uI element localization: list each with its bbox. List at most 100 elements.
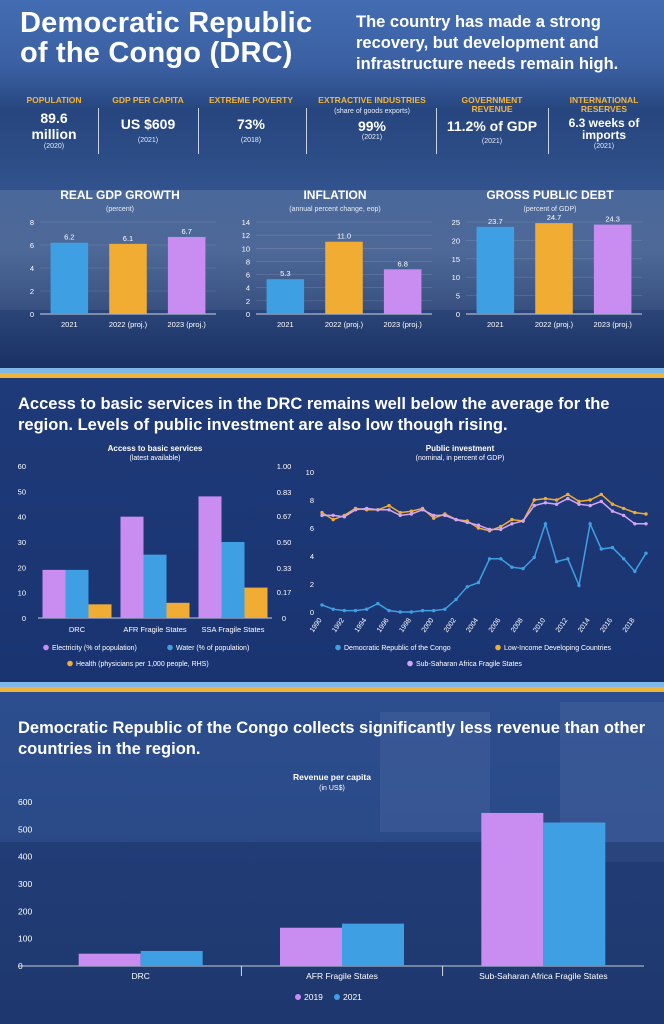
data-point bbox=[331, 517, 335, 522]
legend-marker bbox=[167, 644, 173, 651]
y-tick-label: 6 bbox=[246, 271, 250, 280]
bar-2019 bbox=[481, 812, 544, 966]
services-section bbox=[0, 378, 664, 682]
data-point bbox=[510, 565, 514, 569]
x-tick-label: Sub-Saharan Africa Fragile States bbox=[479, 971, 608, 981]
stat-international-reserves: INTERNATIONAL RESERVES 6.3 weeks of impo… bbox=[552, 96, 656, 164]
x-tick-label: 1990 bbox=[309, 617, 324, 634]
data-point bbox=[409, 610, 414, 614]
section-divider-gold bbox=[0, 373, 664, 378]
y-tick-label: 0 bbox=[310, 608, 314, 617]
stat-label: POPULATION bbox=[26, 95, 82, 105]
revenue-section bbox=[0, 692, 664, 1024]
data-point bbox=[454, 597, 458, 602]
x-tick-label: AFR Fragile States bbox=[306, 971, 378, 981]
x-tick-label: 2016 bbox=[599, 617, 614, 634]
stat-value: 11.2% of GDP bbox=[446, 118, 538, 134]
legend-marker bbox=[335, 644, 341, 651]
data-point bbox=[532, 498, 536, 502]
data-point bbox=[420, 508, 425, 512]
investment-chart-title: Public investment bbox=[425, 444, 495, 453]
y-tick-label: 25 bbox=[452, 218, 460, 227]
stat-extractive-industries: EXTRACTIVE INDUSTRIES (share of goods ex… bbox=[312, 96, 432, 164]
y-tick-label: 8 bbox=[310, 496, 314, 505]
x-tick-label: DRC bbox=[131, 971, 149, 981]
bar-electricity bbox=[198, 496, 222, 618]
inflation-chart: 0 2 4 6 8 10 12 14 5.3 2021 11.0 2022 (proj.) 6.8 202… bbox=[242, 218, 432, 329]
x-tick-label: 2000 bbox=[421, 617, 436, 634]
stat-label: EXTRACTIVE INDUSTRIES bbox=[318, 95, 426, 105]
data-point bbox=[443, 607, 447, 611]
access-services-chart: 0 10 20 30 40 50 60 0 0.17 0.33 0.50 0.67 0.83 1.00 DR… bbox=[18, 462, 292, 668]
bar-health bbox=[88, 604, 112, 618]
legend-label: Democratic Republic of the Congo bbox=[344, 645, 451, 652]
x-tick-label: 2022 (proj.) bbox=[325, 320, 364, 329]
bar-electricity bbox=[120, 516, 144, 618]
x-tick-label: 2012 bbox=[555, 617, 570, 634]
legend-label: Sub-Saharan Africa Fragile States bbox=[416, 661, 522, 668]
data-point bbox=[387, 508, 391, 512]
bar bbox=[476, 226, 515, 314]
public-investment-chart: 0 2 4 6 8 10 1990 1992 1994 1996 1998 2000 2002 2004 2… bbox=[306, 468, 648, 668]
legend-marker bbox=[407, 660, 413, 667]
data-point bbox=[499, 557, 503, 561]
data-point bbox=[364, 607, 369, 611]
stat-divider bbox=[548, 108, 549, 154]
stat-divider bbox=[306, 108, 307, 154]
data-point bbox=[465, 520, 469, 525]
data-point bbox=[610, 545, 615, 550]
x-tick-label: 2021 bbox=[487, 320, 504, 329]
data-point bbox=[476, 580, 481, 585]
bar bbox=[383, 269, 422, 314]
revenue-chart-subtitle: (in US$) bbox=[319, 785, 345, 792]
x-tick-label: 2014 bbox=[577, 617, 592, 634]
data-point bbox=[387, 608, 391, 613]
data-point bbox=[376, 508, 380, 512]
data-point bbox=[599, 547, 604, 551]
data-point bbox=[443, 513, 447, 518]
data-point bbox=[331, 607, 335, 611]
series-line bbox=[322, 497, 646, 531]
bar bbox=[325, 241, 363, 314]
stat-label: GDP PER CAPITA bbox=[112, 95, 184, 105]
bar-2021 bbox=[543, 822, 606, 966]
y-tick-label: 60 bbox=[18, 462, 26, 471]
legend-label: Health (physicians per 1,000 people, RHS… bbox=[76, 661, 209, 668]
data-point bbox=[432, 608, 436, 613]
data-point bbox=[476, 526, 481, 530]
data-point bbox=[331, 513, 335, 518]
series-line bbox=[321, 521, 647, 613]
access-chart-subtitle: (latest available) bbox=[129, 455, 181, 462]
data-point bbox=[454, 517, 458, 522]
y2-tick-label: 1.00 bbox=[277, 462, 292, 471]
data-point bbox=[588, 498, 592, 502]
data-point bbox=[610, 502, 615, 506]
y-tick-label: 2 bbox=[246, 297, 250, 306]
stat-divider bbox=[98, 108, 99, 154]
data-point bbox=[621, 557, 626, 561]
stat-value-line-2: imports bbox=[581, 128, 626, 142]
title-line-2: of the Congo (DRC) bbox=[20, 37, 293, 69]
bar-health bbox=[166, 602, 190, 618]
y-tick-label: 50 bbox=[18, 487, 26, 496]
y-tick-label: 6 bbox=[310, 524, 314, 533]
legend-marker bbox=[43, 644, 49, 651]
data-point bbox=[621, 513, 626, 518]
y-tick-label: 600 bbox=[18, 797, 32, 807]
data-point bbox=[543, 522, 548, 526]
x-tick-label: 2021 bbox=[61, 320, 78, 329]
data-point bbox=[320, 513, 324, 518]
legend-label: 2021 bbox=[343, 992, 362, 1002]
data-point bbox=[644, 551, 648, 555]
data-point bbox=[633, 569, 637, 574]
stat-value-line-2: million bbox=[31, 126, 77, 142]
data-point bbox=[510, 522, 514, 526]
bar-water bbox=[221, 542, 245, 618]
y-tick-label: 10 bbox=[242, 244, 250, 253]
revenue-section-title: Democratic Republic of the Congo collect… bbox=[18, 719, 646, 758]
data-point bbox=[644, 512, 648, 516]
services-section-title: Access to basic services in the DRC rema… bbox=[18, 395, 610, 434]
y-tick-label: 4 bbox=[310, 552, 314, 561]
